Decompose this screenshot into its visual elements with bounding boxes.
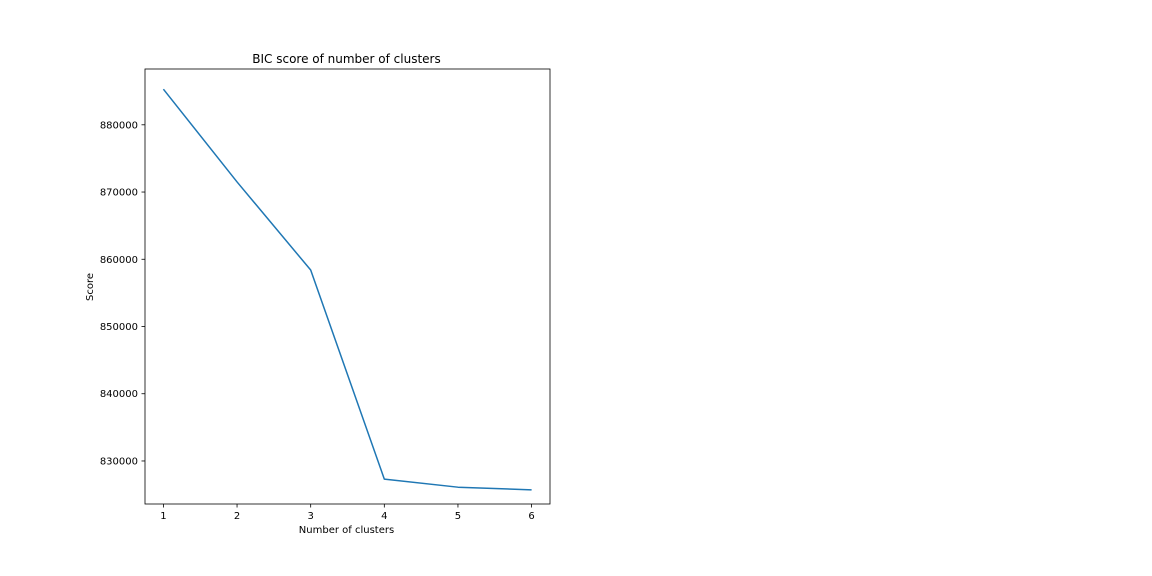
x-tick-label: 3 (307, 511, 313, 522)
x-axis-ticks: 1 2 3 4 5 6 (160, 504, 535, 522)
x-tick-label: 6 (528, 511, 534, 522)
x-tick-label: 2 (234, 511, 240, 522)
y-tick-label: 830000 (100, 456, 138, 467)
x-axis-label: Number of clusters (299, 525, 394, 536)
series-group (162, 88, 532, 491)
y-tick-label: 880000 (100, 120, 138, 131)
y-axis-label: Score (85, 273, 96, 301)
x-tick-label: 1 (160, 511, 166, 522)
series-line (162, 88, 532, 491)
chart-title: BIC score of number of clusters (252, 52, 441, 66)
x-tick-label: 4 (381, 511, 387, 522)
axes-frame (144, 68, 551, 505)
y-axis-ticks: 830000 840000 850000 860000 870000 880000 (100, 120, 145, 467)
y-tick-label: 860000 (100, 255, 138, 266)
y-tick-label: 850000 (100, 322, 138, 333)
x-tick-label: 5 (455, 511, 461, 522)
y-tick-label: 840000 (100, 389, 138, 400)
y-tick-label: 870000 (100, 188, 138, 199)
